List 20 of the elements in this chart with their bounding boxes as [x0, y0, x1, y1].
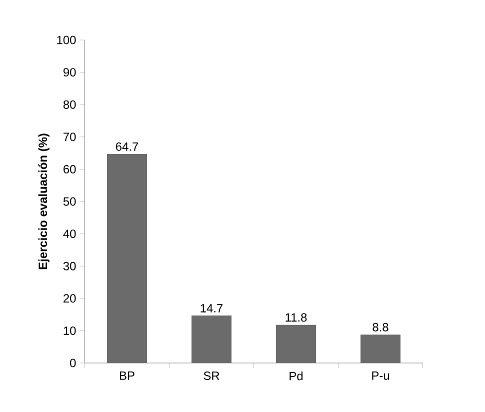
y-tick-label: 30 [63, 262, 76, 270]
y-tick-label: 80 [63, 100, 76, 109]
x-tick-label: BP [120, 372, 134, 380]
y-tick-label: 0 [70, 358, 76, 368]
y-tick-label: 90 [63, 68, 76, 77]
y-tick-label: 50 [63, 197, 76, 206]
y-tick-label: 10 [64, 326, 76, 335]
x-tick-label: Pd [290, 372, 303, 380]
y-tick-label: 60 [64, 164, 76, 174]
y-tick-label: 40 [63, 230, 76, 238]
data-label: 14.7 [200, 304, 223, 312]
x-tick-label: SR [204, 372, 220, 380]
data-label: 11.8 [286, 313, 307, 322]
y-tick-label: 20 [64, 294, 76, 303]
data-label: 8.8 [372, 322, 388, 332]
y-tick-label: 100 [57, 36, 76, 44]
y-axis-title: Ejercicio evaluación (%) [38, 134, 50, 270]
y-tick-label: 70 [64, 132, 76, 142]
x-tick-label: P-u [372, 372, 390, 380]
data-label: 64.7 [116, 142, 138, 151]
